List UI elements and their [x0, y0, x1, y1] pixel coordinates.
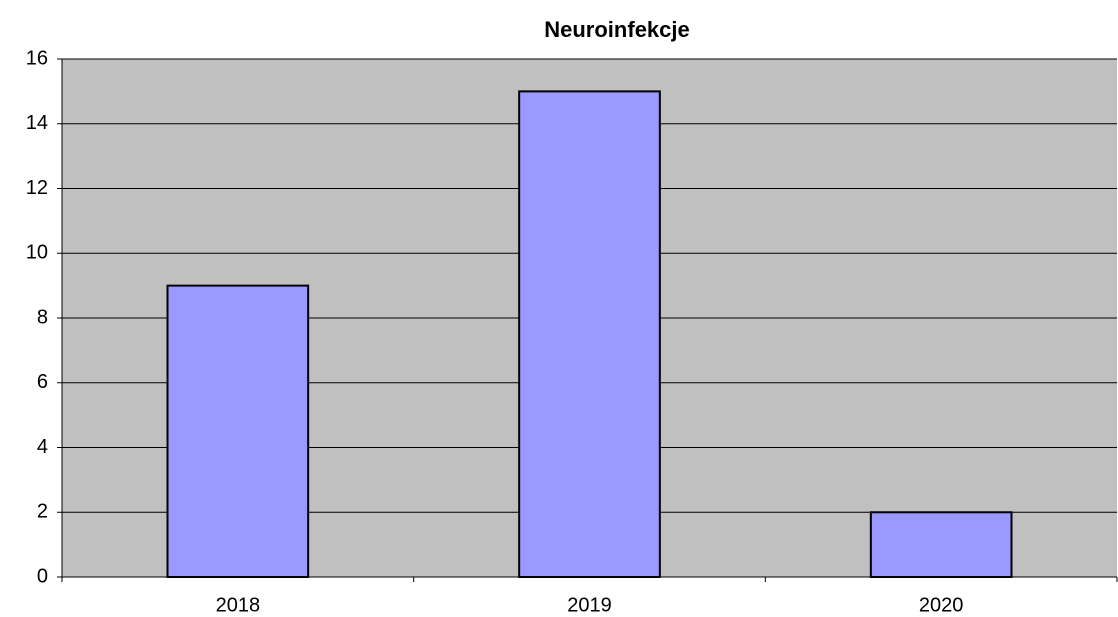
y-tick-label: 12 — [26, 177, 48, 199]
y-tick-label: 0 — [37, 565, 48, 587]
y-tick-label: 14 — [26, 112, 48, 134]
y-tick-label: 2 — [37, 501, 48, 523]
y-tick-label: 10 — [26, 242, 48, 264]
y-tick-label: 16 — [26, 47, 48, 69]
y-tick-label: 4 — [37, 436, 48, 458]
bar — [166, 284, 310, 578]
y-tick-label: 6 — [37, 371, 48, 393]
x-tick-label: 2019 — [567, 594, 612, 616]
bar — [518, 90, 661, 578]
x-tick-label: 2020 — [919, 594, 964, 616]
bar — [869, 511, 1013, 578]
x-tick-label: 2018 — [216, 594, 261, 616]
y-tick-label: 8 — [37, 306, 48, 328]
chart-title: Neuroinfekcje — [544, 17, 690, 42]
